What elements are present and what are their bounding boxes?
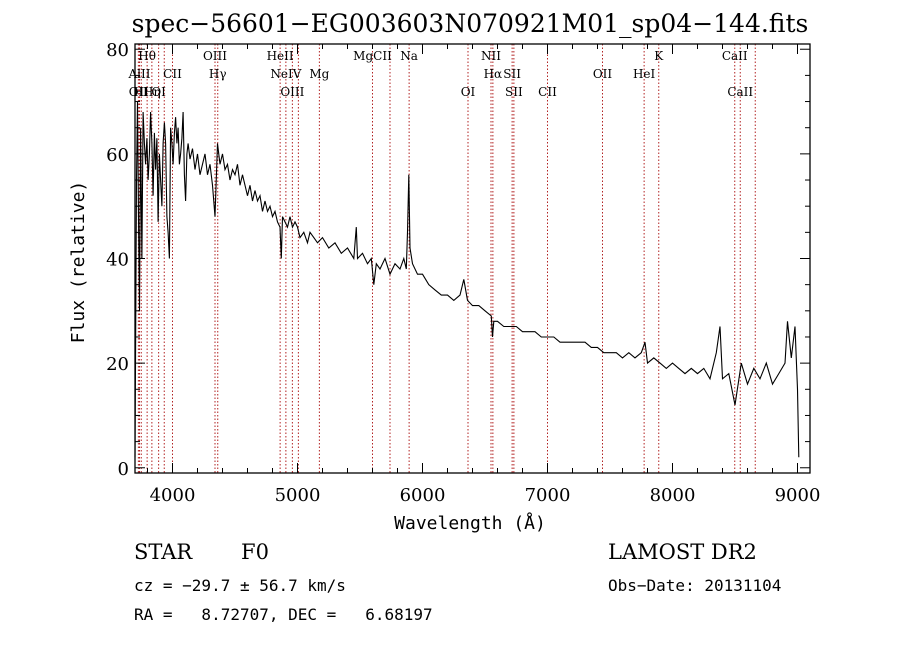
- object-class: STAR: [134, 540, 193, 564]
- line-label: NeIV: [270, 67, 301, 81]
- plot-frame: [134, 43, 811, 474]
- line-label: CII: [538, 85, 557, 99]
- line-label: OIII: [280, 85, 304, 99]
- line-label: OIII: [203, 49, 227, 63]
- emission-line-labels: OIIAlIIHIHθHηOICIIOIIIHγHeIINeIVOIIIMgMg…: [128, 49, 754, 99]
- line-label: CaII: [727, 85, 753, 99]
- line-label: CII: [163, 67, 182, 81]
- x-axis-label: Wavelength (Å): [394, 512, 546, 534]
- chart-title: spec−56601−EG003603N070921M01_sp04−144.f…: [132, 9, 809, 38]
- line-label: OII: [129, 85, 149, 99]
- observation-date: Obs−Date: 20131104: [608, 576, 782, 595]
- redshift-cz: cz = −29.7 ± 56.7 km/s: [134, 576, 346, 595]
- line-label: MgCII: [353, 49, 392, 63]
- emission-lines-layer: [137, 44, 756, 473]
- x-tick-label: 9000: [775, 485, 821, 506]
- line-label: Hα: [484, 67, 503, 81]
- x-tick-label: 4000: [150, 485, 196, 506]
- survey-name: LAMOST DR2: [608, 540, 757, 564]
- line-label: HeII: [267, 49, 294, 63]
- x-axis-ticks: 4000 5000 6000 7000 8000 9000: [147, 44, 821, 506]
- line-label: K: [654, 49, 664, 63]
- x-tick-label: 7000: [525, 485, 571, 506]
- line-label: HI: [134, 85, 149, 99]
- line-label: SII: [503, 67, 521, 81]
- x-tick-label: 6000: [400, 485, 446, 506]
- x-tick-label: 5000: [275, 485, 321, 506]
- y-axis-ticks: 0 20 40 60 80: [106, 40, 810, 480]
- y-tick-label: 80: [106, 40, 129, 61]
- line-label: Hθ: [138, 49, 156, 63]
- line-label: AlII: [128, 67, 151, 81]
- x-tick-label: 8000: [650, 485, 696, 506]
- line-label: SII: [505, 85, 523, 99]
- coordinates: RA = 8.72707, DEC = 6.68197: [134, 605, 433, 624]
- line-label: OI: [461, 85, 476, 99]
- line-label: Hη: [143, 85, 161, 99]
- y-tick-label: 60: [106, 145, 129, 166]
- line-label: Na: [400, 49, 418, 63]
- line-label: Mg: [309, 67, 329, 81]
- y-tick-label: 40: [106, 250, 129, 271]
- line-label: OI: [151, 85, 166, 99]
- line-label: NII: [481, 49, 501, 63]
- object-subclass: F0: [241, 540, 269, 564]
- y-tick-label: 0: [118, 459, 129, 480]
- line-label: OII: [593, 67, 613, 81]
- spectrum-line: [134, 101, 800, 458]
- y-axis-label: Flux (relative): [68, 181, 89, 344]
- line-label: Hγ: [209, 67, 227, 81]
- line-label: CaII: [722, 49, 748, 63]
- line-label: HeI: [633, 67, 656, 81]
- y-tick-label: 20: [106, 354, 129, 375]
